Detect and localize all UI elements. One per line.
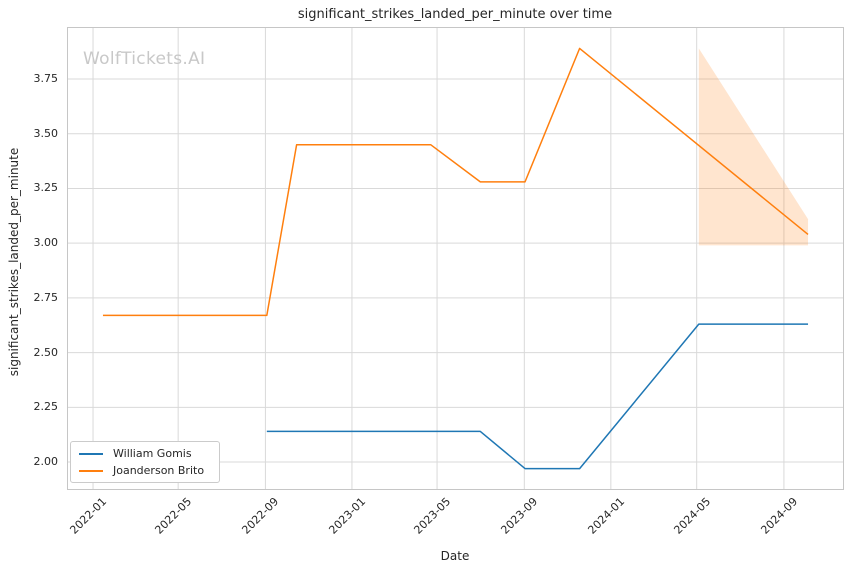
x-axis-label: Date [440,549,470,563]
legend-label-william-gomis: William Gomis [113,447,192,460]
legend-item-william-gomis: William Gomis [79,447,211,460]
watermark: WolfTickets.AI [83,49,206,69]
legend: William Gomis Joanderson Brito [70,441,220,483]
legend-line-swatch-william-gomis [79,452,103,455]
legend-item-joanderson-brito: Joanderson Brito [79,464,211,477]
legend-label-joanderson-brito: Joanderson Brito [113,464,205,477]
series-line-joanderson-brito [102,47,809,317]
legend-line-swatch-joanderson-brito [79,469,103,472]
y-axis-label: significant_strikes_landed_per_minute [7,147,21,377]
chart-title: significant_strikes_landed_per_minute ov… [297,7,613,22]
uncertainty-band [698,48,809,246]
plot-border [67,27,844,490]
series-line-william-gomis [266,323,809,470]
